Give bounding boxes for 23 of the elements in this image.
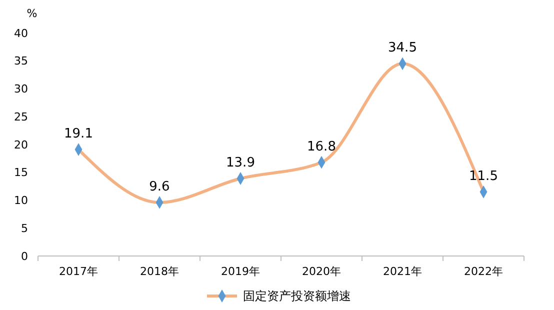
data-label: 19.1 (64, 126, 93, 142)
data-label: 16.8 (307, 139, 336, 154)
y-tick-label: 20 (14, 138, 28, 152)
x-tick-label: 2019年 (221, 265, 260, 278)
y-tick-label: 25 (14, 110, 28, 124)
x-tick-label: 2020年 (302, 265, 341, 278)
y-tick-label: 5 (21, 222, 28, 235)
y-tick-label: 15 (14, 166, 28, 180)
data-label: 9.6 (149, 179, 170, 194)
y-axis-title: % (26, 7, 38, 20)
y-tick-label: 30 (14, 82, 28, 96)
y-tick-label: 0 (21, 250, 28, 263)
x-tick-label: 2022年 (464, 265, 503, 278)
x-tick-label: 2018年 (140, 265, 179, 278)
data-label: 11.5 (469, 168, 498, 184)
legend-label: 固定资产投资额增速 (243, 289, 351, 304)
y-tick-label: 40 (14, 26, 28, 40)
y-tick-label: 10 (14, 194, 28, 208)
data-label: 13.9 (226, 156, 255, 171)
x-tick-label: 2021年 (383, 265, 422, 278)
x-tick-label: 2017年 (59, 265, 98, 278)
y-tick-label: 35 (14, 54, 28, 68)
data-label: 34.5 (388, 40, 417, 56)
